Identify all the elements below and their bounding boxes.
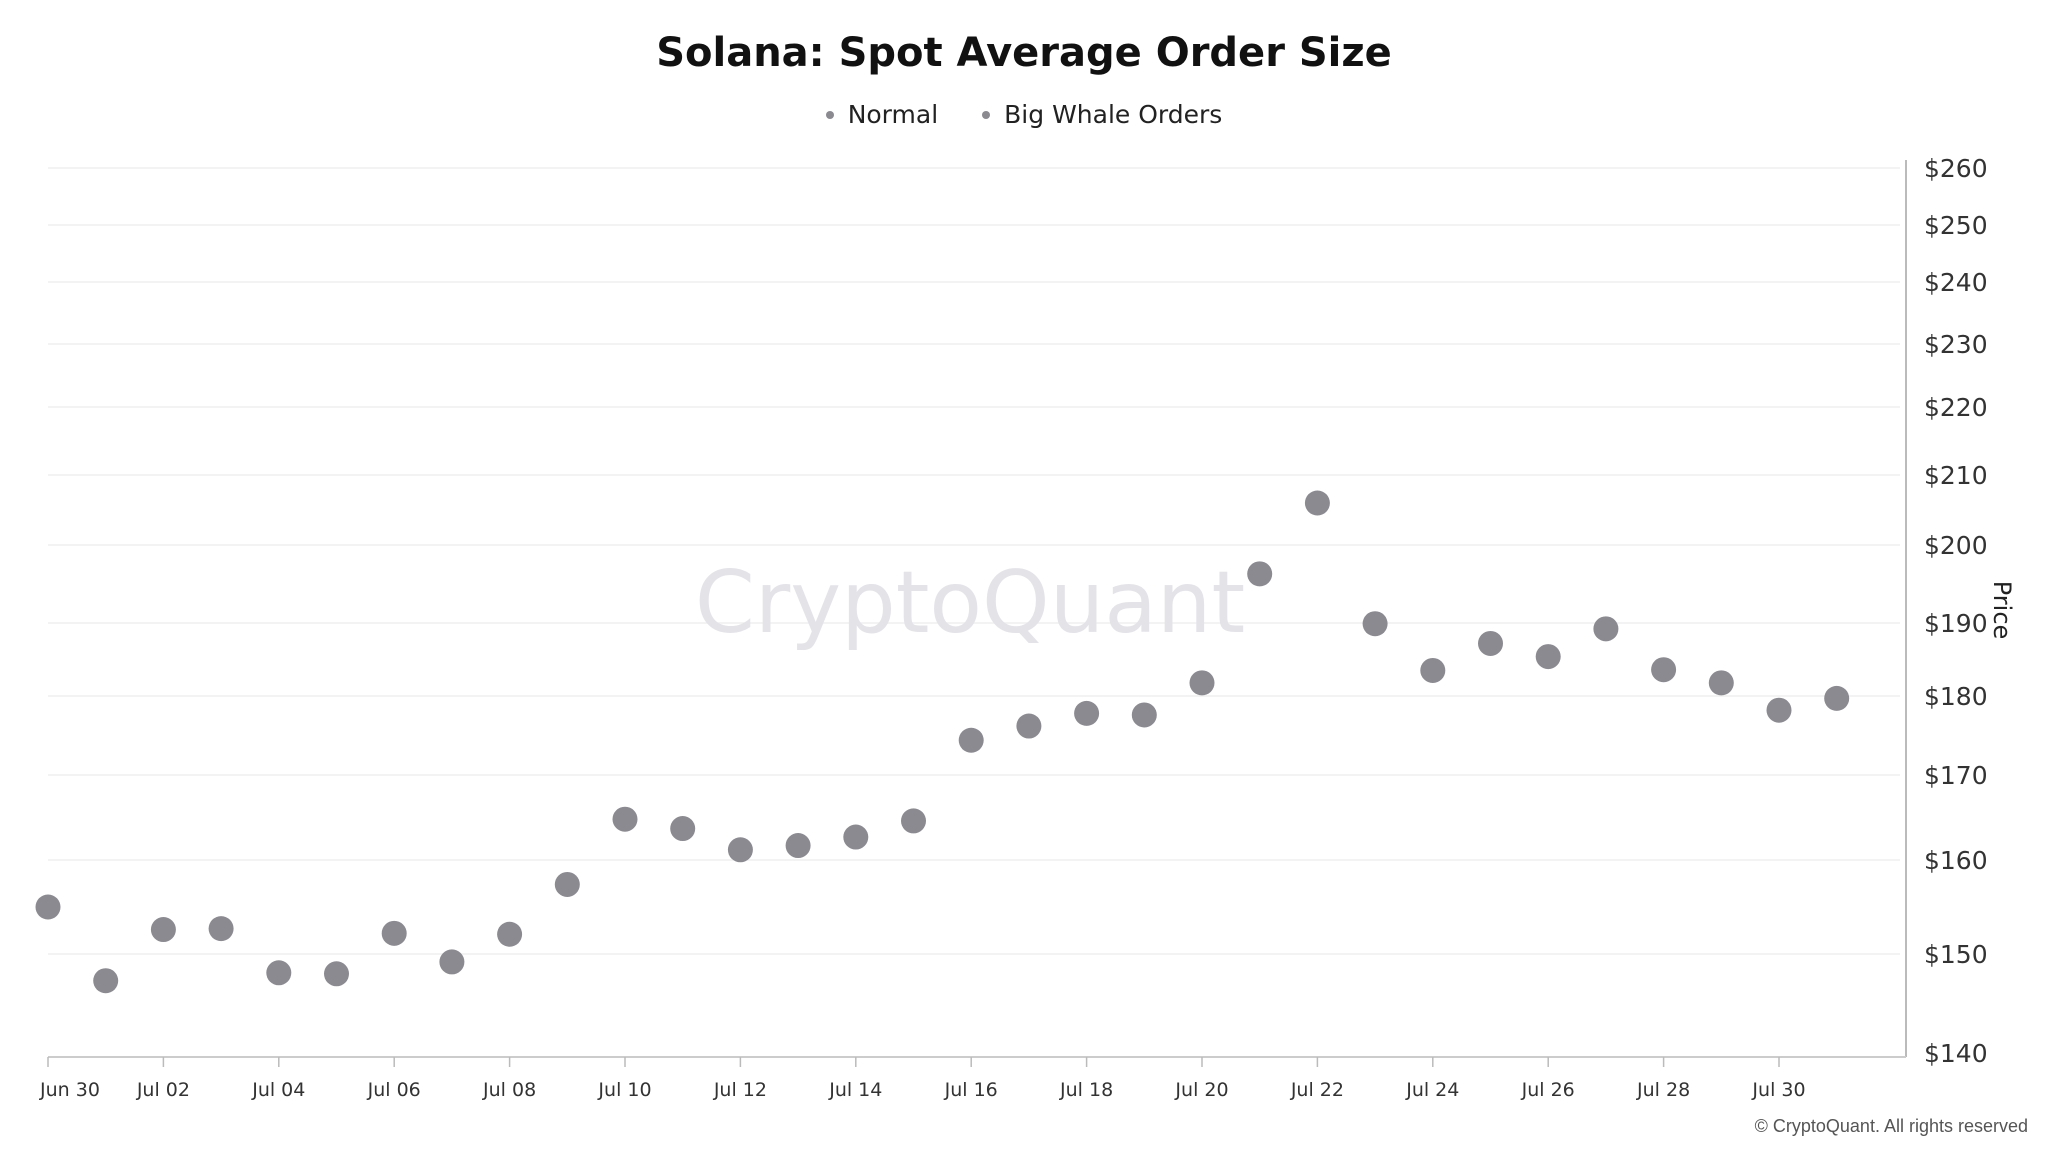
y-tick-label: $260 [1924,154,1988,183]
y-axis-ticks: $140 $150 $160 $170 $180 $190 $200 $210 $220 $230… [1924,154,1988,1068]
x-tick-label: Jul 22 [1290,1079,1344,1101]
data-point[interactable] [1131,702,1157,728]
legend-label-big-whale-orders: Big Whale Orders [1004,100,1223,129]
x-tick-label: Jul 02 [136,1079,190,1101]
gridlines [48,167,1900,955]
x-tick-label: Jul 04 [251,1079,305,1101]
data-point[interactable] [1766,697,1792,723]
data-point[interactable] [1651,657,1677,683]
data-point[interactable] [1824,685,1850,711]
y-tick-label: $140 [1924,1039,1988,1068]
data-point[interactable] [1074,700,1100,726]
x-tick-label: Jul 16 [944,1079,998,1101]
data-point[interactable] [497,921,523,947]
data-point[interactable] [1304,490,1330,516]
data-point[interactable] [266,960,292,986]
y-tick-label: $250 [1924,211,1988,240]
legend-dot-icon [982,110,991,119]
legend-item-big-whale-orders[interactable]: Big Whale Orders [982,100,1222,129]
data-point[interactable] [612,806,638,832]
x-tick-label: Jul 20 [1174,1079,1228,1101]
x-tick-label: Jul 10 [597,1079,651,1101]
x-tick-label: Jul 18 [1059,1079,1113,1101]
data-point[interactable] [1247,561,1273,587]
x-tick-label: Jul 26 [1521,1079,1575,1101]
x-tick-label: Jun 30 [39,1079,100,1101]
y-tick-label: $160 [1924,846,1988,875]
data-point[interactable] [1478,630,1503,656]
y-tick-label: $180 [1924,682,1988,711]
y-tick-label: $210 [1924,461,1988,490]
data-point[interactable] [670,816,696,842]
y-tick-label: $150 [1924,940,1988,969]
x-tick-label: Jul 12 [713,1079,767,1101]
data-point[interactable] [439,949,465,975]
data-point[interactable] [208,916,234,942]
y-tick-label: $190 [1924,609,1988,638]
y-axis-title: Price [1988,581,2016,640]
x-tick-label: Jul 24 [1405,1079,1459,1101]
watermark-text: CryptoQuant [695,553,1245,653]
data-point[interactable] [381,920,407,946]
data-point[interactable] [1189,670,1215,696]
y-tick-label: $220 [1924,393,1988,422]
y-tick-label: $230 [1924,330,1988,359]
data-point[interactable] [1708,670,1734,696]
data-point[interactable] [554,871,580,897]
x-tick-label: Jul 28 [1636,1079,1690,1101]
data-point[interactable] [785,833,811,859]
data-point[interactable] [1535,644,1561,670]
copyright-notice: © CryptoQuant. All rights reserved [1754,1116,2028,1136]
data-point[interactable] [150,917,176,943]
y-tick-label: $240 [1924,268,1988,297]
x-tick-label: Jul 06 [367,1079,421,1101]
chart-title: Solana: Spot Average Order Size [656,30,1392,76]
data-points [35,490,1850,994]
data-point[interactable] [324,961,349,987]
x-tick-label: Jul 30 [1751,1079,1805,1101]
data-point[interactable] [1016,713,1042,739]
data-point[interactable] [1362,611,1388,637]
data-point[interactable] [727,837,753,863]
data-point[interactable] [1593,616,1619,642]
legend-dot-icon [825,110,834,119]
y-tick-label: $170 [1924,761,1988,790]
data-point[interactable] [843,824,869,850]
data-point[interactable] [958,727,984,753]
data-point[interactable] [901,808,926,834]
x-tick-label: Jul 08 [482,1079,536,1101]
x-tick-label: Jul 14 [828,1079,882,1101]
x-axis-ticks: Jun 30 Jul 02 Jul 04 Jul 06 Jul 08 Jul 10 Jul … [39,1057,1806,1101]
legend-item-normal[interactable]: Normal [825,100,939,129]
legend: Normal Big Whale Orders [0,100,2048,129]
data-point[interactable] [1420,657,1446,683]
legend-label-normal: Normal [847,100,939,129]
y-tick-label: $200 [1924,531,1988,560]
data-point[interactable] [93,968,119,994]
data-point[interactable] [35,894,61,920]
